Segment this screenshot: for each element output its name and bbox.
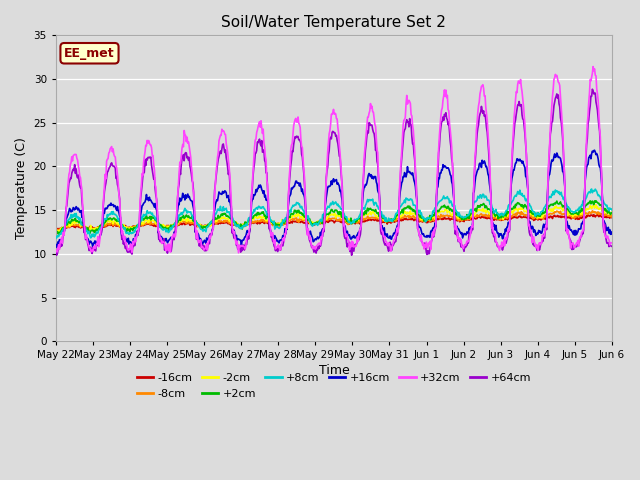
Title: Soil/Water Temperature Set 2: Soil/Water Temperature Set 2 xyxy=(221,15,446,30)
Text: EE_met: EE_met xyxy=(64,47,115,60)
Legend: -16cm, -8cm, -2cm, +2cm, +8cm, +16cm, +32cm, +64cm: -16cm, -8cm, -2cm, +2cm, +8cm, +16cm, +3… xyxy=(132,369,536,403)
Y-axis label: Temperature (C): Temperature (C) xyxy=(15,137,28,239)
X-axis label: Time: Time xyxy=(319,364,349,377)
